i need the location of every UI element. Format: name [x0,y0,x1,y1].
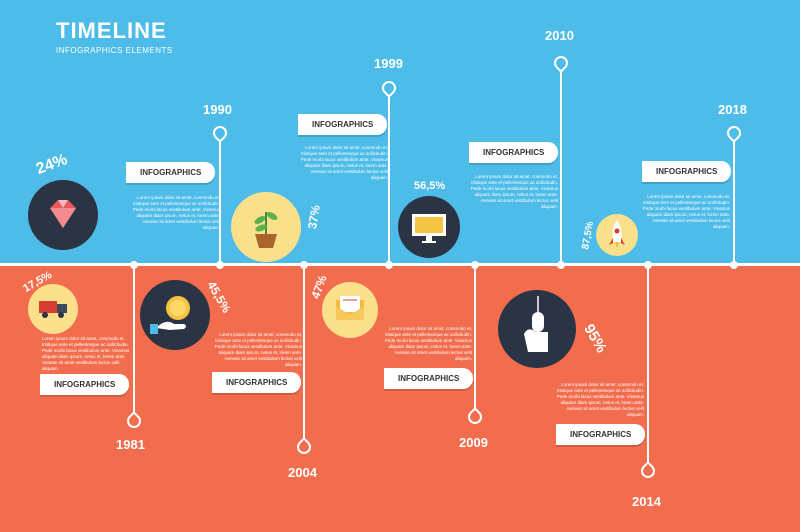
timeline-axis [0,263,800,266]
truck-icon [28,284,78,334]
year-label-2009: 2009 [459,435,488,450]
connector-2010 [560,70,562,264]
monitor-icon [398,196,460,258]
infographics-label: INFOGRAPHICS [384,368,474,389]
connector-2014 [647,264,649,464]
year-label-2018: 2018 [718,102,747,117]
infographics-label: INFOGRAPHICS [212,372,302,393]
infographics-label: INFOGRAPHICS [469,142,559,163]
connector-2009 [474,264,476,410]
description-text: Lorem ipsum dolor sit amet, commodo et, … [470,174,558,209]
infographics-label: INFOGRAPHICS [40,374,130,395]
year-label-1999: 1999 [374,56,403,71]
connector-2018 [733,140,735,264]
page-title: TIMELINE [56,18,167,43]
description-text: Lorem ipsum dolor sit amet, commodo et, … [642,194,730,229]
diamond-icon [28,180,98,250]
description-text: Lorem ipsum dolor sit amet, commodo et, … [214,332,302,367]
plant-icon [231,192,301,262]
year-label-2004: 2004 [288,465,317,480]
money-hand-icon [140,280,210,350]
axis-dot [644,261,652,269]
axis-dot [471,261,479,269]
axis-dot [730,261,738,269]
description-text: Lorem ipsum dolor sit amet, commodo et, … [556,382,644,417]
rocket-icon [596,214,638,256]
description-text: Lorem ipsum dolor sit amet, commodo et, … [300,145,388,180]
description-text: Lorem ipsum dolor sit amet, commodo et, … [42,336,130,371]
infographics-label: INFOGRAPHICS [642,161,732,182]
year-label-1990: 1990 [203,102,232,117]
infographics-label: INFOGRAPHICS [126,162,216,183]
page-subtitle: INFOGRAPHICS ELEMENTS [56,46,173,55]
axis-dot [385,261,393,269]
mouse-icon [498,290,576,368]
percent-2010: 56,5% [414,180,446,192]
description-text: Lorem ipsum dolor sit amet, commodo et, … [384,326,472,361]
infographics-label: INFOGRAPHICS [556,424,646,445]
connector-1981 [133,264,135,414]
description-text: Lorem ipsum dolor sit amet, commodo et, … [132,195,220,230]
connector-1990 [219,140,221,264]
bottom-background [0,264,800,532]
connector-2004 [303,264,305,440]
axis-dot [557,261,565,269]
connector-1999 [388,95,390,264]
year-label-2014: 2014 [632,494,661,509]
axis-dot [130,261,138,269]
axis-dot [216,261,224,269]
envelope-icon [322,282,378,338]
year-label-2010: 2010 [545,28,574,43]
year-label-1981: 1981 [116,437,145,452]
axis-dot [300,261,308,269]
infographics-label: INFOGRAPHICS [298,114,388,135]
